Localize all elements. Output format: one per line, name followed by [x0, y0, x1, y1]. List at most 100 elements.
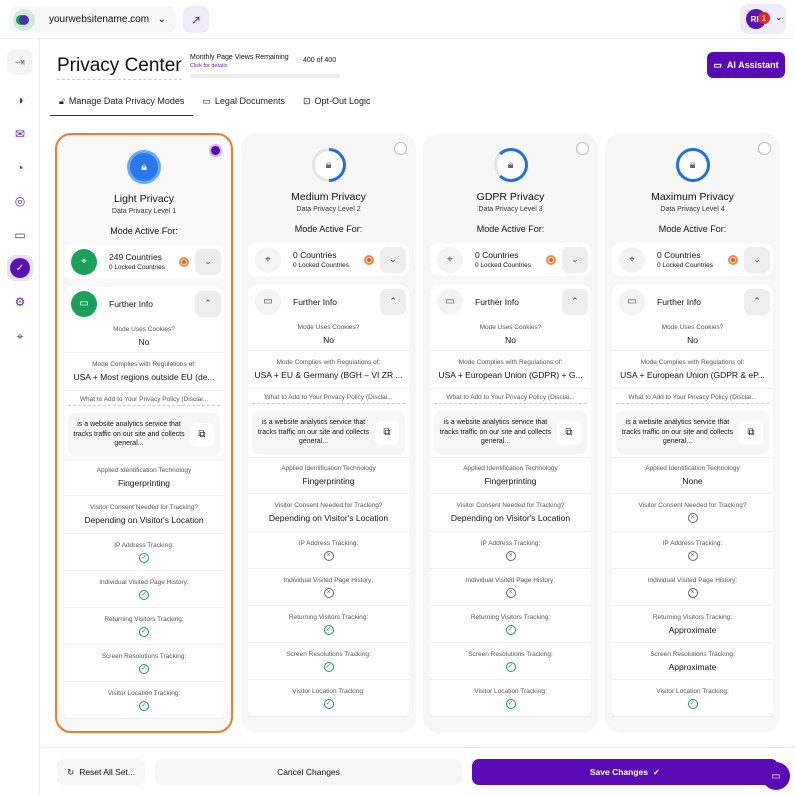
further-info-label: Further Info: [657, 296, 701, 307]
target-icon[interactable]: ◎: [14, 194, 26, 208]
consent-value: Depending on Visitor's Location: [84, 515, 204, 525]
mode-level: Data Privacy Level 3: [478, 206, 543, 213]
x-circle-icon: ×: [687, 513, 698, 523]
cookies-label: Mode Uses Cookies?: [113, 325, 175, 333]
expand-countries-button[interactable]: ⌄: [380, 246, 406, 273]
copy-icon[interactable]: ⧉: [557, 420, 581, 445]
row-policy: What to Add to Your Privacy Policy (Disc…: [248, 389, 409, 408]
tab-opt-out-logic[interactable]: ⊡ Opt-Out Logic: [294, 90, 380, 116]
returning-label: Returning Visitors Tracking:: [652, 613, 733, 621]
cookies-value: No: [687, 334, 698, 345]
expand-countries-button[interactable]: ⌄: [744, 246, 770, 273]
tab-manage-privacy-modes[interactable]: 🔓︎ Manage Data Privacy Modes: [50, 90, 194, 116]
copy-icon[interactable]: ⧉: [375, 420, 399, 445]
privacy-mode-card[interactable]: 🔒︎ Light Privacy Data Privacy Level 1 Mo…: [55, 133, 233, 733]
further-info-label: Further Info: [109, 298, 153, 309]
open-external-button[interactable]: ↗: [183, 6, 209, 33]
mode-radio[interactable]: [576, 142, 589, 155]
chevron-down-icon: ⌄: [775, 12, 783, 22]
check-circle-icon: ✓: [505, 698, 516, 709]
screen-label: Screen Resolutions Tracking:: [101, 652, 187, 660]
copy-icon[interactable]: ⧉: [739, 420, 763, 445]
row-policy: What to Add to Your Privacy Policy (Disc…: [430, 389, 591, 408]
collapse-sidebar-icon[interactable]: ⇥: [7, 49, 33, 75]
chat-icon[interactable]: ▭: [14, 228, 26, 242]
folder-icon: ▭: [437, 288, 463, 315]
tabs: 🔓︎ Manage Data Privacy Modes ▭ Legal Docum…: [50, 90, 380, 116]
settings-icon[interactable]: ⚙: [14, 295, 26, 309]
analytics-icon[interactable]: ◔: [16, 161, 24, 175]
collapse-further-info-button[interactable]: ⌃: [195, 290, 221, 317]
regulations-value: USA + EU & Germany (BGH – VI ZR ...: [254, 370, 403, 380]
expand-countries-button[interactable]: ⌄: [195, 248, 221, 275]
policy-label[interactable]: What to Add to Your Privacy Policy (Disc…: [68, 396, 220, 406]
status-dot-icon: [728, 254, 738, 265]
privacy-mode-card[interactable]: 🔒︎ Medium Privacy Data Privacy Level 2 M…: [241, 133, 416, 733]
row-identification: Applied Identification Technology Fingerp…: [248, 458, 409, 494]
identification-value: Fingerprinting: [118, 478, 170, 488]
privacy-shield-icon[interactable]: ✓: [7, 255, 33, 281]
privacy-mode-card[interactable]: 🔒︎ GDPR Privacy Data Privacy Level 3 Mod…: [423, 133, 598, 733]
ip-label: IP Address Tracking:: [662, 539, 723, 547]
locked-countries: 0 Locked Countries: [475, 262, 532, 269]
disclaimer-box: is a website analytics service that trac…: [434, 411, 587, 454]
disclaimer-box: is a website analytics service that trac…: [616, 411, 769, 454]
policy-label[interactable]: What to Add to Your Privacy Policy (Disc…: [252, 394, 405, 404]
mode-radio[interactable]: [758, 142, 771, 155]
identification-label: Applied Identification Technology: [96, 467, 192, 474]
policy-label[interactable]: What to Add to Your Privacy Policy (Disc…: [616, 394, 769, 404]
screen-label: Screen Resolutions Tracking:: [468, 650, 553, 658]
cancel-changes-button[interactable]: Cancel Changes: [155, 759, 462, 785]
website-selector[interactable]: yourwebsitename.com ⌄: [10, 6, 176, 33]
further-info-header: ▭ Further Info ⌃: [64, 287, 224, 320]
collapse-further-info-button[interactable]: ⌃: [562, 288, 588, 315]
history-label: Individual Visited Page History:: [465, 576, 556, 584]
folder-icon: ▭: [619, 288, 645, 315]
ip-label: IP Address Tracking:: [298, 539, 359, 547]
privacy-level-lock-icon: 🔒︎: [127, 150, 161, 184]
check-circle-icon: ✓: [323, 698, 334, 709]
row-disclaimer: is a website analytics service that trac…: [612, 408, 773, 458]
location-label: Visitor Location Tracking:: [107, 689, 181, 697]
save-changes-button[interactable]: Save Changes ✓: [472, 759, 778, 785]
row-location: Visitor Location Tracking: ✓: [612, 680, 773, 717]
location-icon[interactable]: ⌖: [16, 328, 24, 343]
row-location: Visitor Location Tracking: ✓: [248, 680, 409, 717]
mode-radio[interactable]: [394, 142, 407, 155]
screen-value: Approximate: [668, 661, 717, 672]
check-circle-icon: ✓: [505, 624, 516, 635]
check-circle-icon: ✓: [653, 766, 661, 777]
history-label: Individual Visited Page History:: [99, 578, 189, 586]
tab-legal-documents[interactable]: ▭ Legal Documents: [193, 90, 294, 116]
row-returning: Returning Visitors Tracking: ✓: [430, 606, 591, 643]
mode-active-label: Mode Active For:: [110, 226, 178, 236]
copy-icon[interactable]: ⧉: [190, 422, 214, 447]
disclaimer-text: is a website analytics service that trac…: [439, 418, 552, 446]
collapse-further-info-button[interactable]: ⌃: [380, 288, 406, 315]
inbox-icon[interactable]: ✉: [14, 127, 26, 141]
privacy-mode-card[interactable]: 🔒︎ Maximum Privacy Data Privacy Level 4 …: [605, 133, 780, 733]
chat-widget-button[interactable]: ▭: [762, 762, 790, 790]
page-views-details-link[interactable]: Click for details: [190, 63, 228, 69]
regulations-value: USA + Most regions outside EU (de...: [73, 372, 215, 382]
mode-title: Medium Privacy: [291, 191, 366, 203]
identification-label: Applied Identification Technology: [463, 465, 558, 472]
collapse-further-info-button[interactable]: ⌃: [744, 288, 770, 315]
policy-label[interactable]: What to Add to Your Privacy Policy (Disc…: [434, 394, 587, 404]
user-menu[interactable]: RF 1 ⌄: [740, 4, 786, 34]
history-label: Individual Visited Page History:: [283, 576, 374, 584]
cookies-label: Mode Uses Cookies?: [479, 323, 542, 331]
returning-value: Approximate: [668, 624, 717, 635]
row-cookies: Mode Uses Cookies? No: [248, 318, 409, 351]
regulations-label: Mode Complies with Regulations of:: [92, 361, 196, 368]
ai-assistant-button[interactable]: ▭ AI Assistant: [707, 52, 785, 78]
row-identification: Applied Identification Technology Fingerp…: [430, 458, 591, 494]
reset-all-settings-button[interactable]: ↻ Reset All Set...: [57, 759, 145, 785]
dashboard-icon[interactable]: ◑: [16, 93, 24, 107]
mode-radio[interactable]: [209, 144, 222, 157]
expand-countries-button[interactable]: ⌄: [562, 246, 588, 273]
row-history: Individual Visited Page History: ×: [430, 569, 591, 606]
locked-countries: 0 Locked Countries: [293, 262, 350, 269]
further-info-label: Further Info: [475, 296, 519, 307]
tab-label: Legal Documents: [214, 96, 285, 106]
